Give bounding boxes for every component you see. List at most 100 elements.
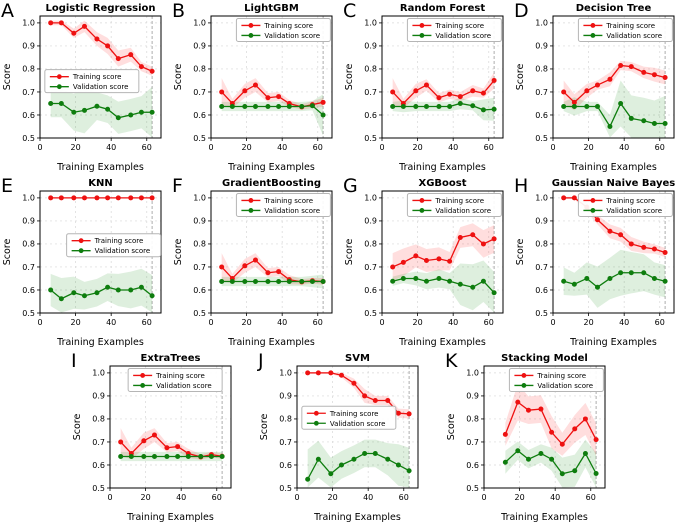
x-tick-label: 0 [379, 318, 384, 327]
y-tick-label: 0.8 [535, 240, 548, 249]
val-line-marker [208, 453, 214, 459]
val-line-marker [400, 103, 406, 109]
panel-title: Logistic Regression [45, 3, 155, 14]
train-line-marker [265, 270, 271, 276]
val-line-marker [320, 112, 326, 118]
train-line-marker [457, 94, 463, 100]
train-line-marker [338, 372, 344, 378]
val-line-marker [309, 103, 315, 109]
val-line-marker [662, 120, 668, 126]
legend-val-marker [521, 383, 527, 388]
val-line [307, 452, 410, 480]
val-line-marker [58, 296, 64, 302]
x-tick-label: 20 [327, 493, 337, 502]
val-line-marker [618, 270, 624, 276]
legend-train-marker [521, 373, 527, 378]
val-line-marker [299, 103, 305, 109]
train-line-marker [436, 95, 442, 101]
train-line-marker [305, 370, 311, 376]
legend-val-marker [248, 208, 254, 213]
val-line-marker [491, 106, 497, 112]
y-tick-label: 0.8 [22, 240, 35, 249]
x-axis-label: Training Examples [313, 512, 401, 523]
train-line-marker [372, 398, 378, 404]
legend-val-marker [140, 383, 146, 388]
x-axis-label: Training Examples [227, 162, 315, 173]
figure-row-3: I 0 20 40 60 0.5 0.6 0.7 0.8 0.9 1.0 Training Examp… [0, 350, 685, 525]
x-tick-label: 40 [619, 318, 629, 327]
val-line [221, 105, 324, 116]
plot-frame [210, 15, 333, 139]
train-line-marker [175, 444, 181, 450]
val-line-marker [641, 118, 647, 124]
val-line-marker [105, 284, 111, 290]
x-tick-label: 20 [241, 318, 251, 327]
plot-frame [381, 15, 504, 139]
val-line-marker [128, 453, 134, 459]
y-axis-label: Score [515, 239, 526, 266]
legend-train-label: Training score [605, 22, 655, 30]
train-line-marker [607, 228, 613, 234]
val-line-marker [571, 281, 577, 287]
figure-row-2: E 0 20 40 60 0.5 0.6 0.7 0.8 0.9 1.0 Training Examp… [0, 175, 685, 350]
y-tick-label: 0.7 [364, 88, 377, 97]
val-line-marker [48, 100, 54, 106]
val-line-marker [81, 293, 87, 299]
train-line-marker [628, 241, 634, 247]
train-line-marker [491, 236, 497, 242]
panel-E-chart: 0 20 40 60 0.5 0.6 0.7 0.8 0.9 1.0 Training Exampl… [2, 178, 162, 348]
y-tick-label: 0.7 [193, 88, 206, 97]
x-tick-label: 60 [586, 493, 596, 502]
train-line-marker [115, 56, 121, 62]
x-tick-label: 40 [106, 318, 116, 327]
val-line-marker [447, 278, 453, 284]
legend-train-label: Training score [72, 73, 122, 81]
train-band [221, 78, 324, 110]
val-line-marker [385, 456, 391, 462]
y-tick-label: 0.5 [535, 134, 548, 143]
y-tick-label: 0.9 [364, 42, 377, 51]
train-line-marker [48, 195, 54, 201]
plot-frame [381, 190, 504, 314]
val-line-marker [651, 275, 657, 281]
y-tick-label: 0.9 [22, 217, 35, 226]
train-line-marker [276, 94, 282, 100]
train-line-marker [618, 232, 624, 238]
val-line-marker [628, 115, 634, 121]
val-line-marker [265, 103, 271, 109]
x-tick-label: 20 [140, 493, 150, 502]
val-line-marker [58, 100, 64, 106]
y-tick-label: 1.0 [22, 19, 35, 28]
panel-title: LightGBM [244, 3, 299, 14]
x-axis-label: Training Examples [398, 337, 486, 348]
train-line-marker [351, 380, 357, 386]
val-line-marker [618, 100, 624, 106]
train-line-marker [413, 253, 419, 259]
y-tick-label: 0.7 [92, 438, 105, 447]
panel-title: Stacking Model [501, 353, 588, 364]
y-tick-label: 1.0 [535, 19, 548, 28]
y-tick-label: 0.7 [466, 438, 479, 447]
panel-letter: F [172, 175, 183, 197]
val-line [50, 286, 153, 300]
y-tick-label: 0.9 [22, 42, 35, 51]
y-tick-label: 0.9 [466, 392, 479, 401]
panel-letter: I [71, 350, 77, 372]
train-line-marker [164, 445, 170, 451]
val-line-marker [286, 278, 292, 284]
val-line-marker [480, 278, 486, 284]
val-line [392, 102, 495, 111]
train-line-marker [423, 258, 429, 264]
train-line-marker [538, 406, 544, 412]
train-line-marker [491, 77, 497, 83]
y-tick-label: 0.7 [535, 263, 548, 272]
val-line-marker [105, 106, 111, 112]
train-band [120, 428, 223, 460]
x-axis-label: Training Examples [56, 162, 144, 173]
y-tick-label: 0.7 [22, 88, 35, 97]
y-tick-label: 0.8 [535, 65, 548, 74]
val-line-marker [395, 462, 401, 468]
legend: Training score Validation score [127, 367, 223, 392]
train-line-marker [138, 195, 144, 201]
